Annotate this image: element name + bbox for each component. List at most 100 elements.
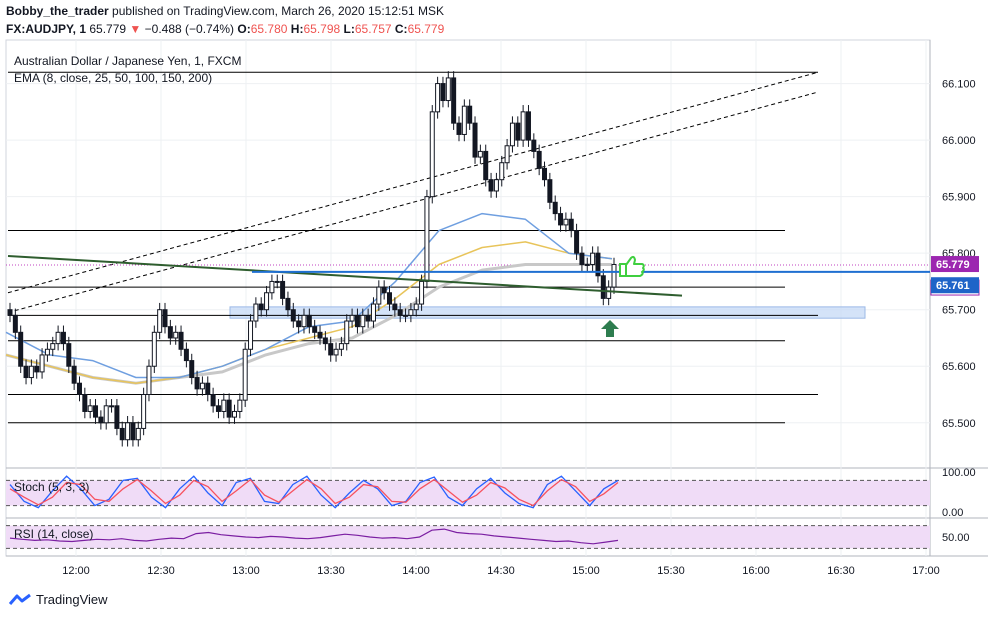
candle-up [269, 280, 275, 294]
candle-down [456, 122, 462, 135]
close-value: 65.779 [407, 22, 445, 36]
candle-down [547, 179, 553, 203]
candle-down [515, 122, 521, 141]
candle-up [403, 314, 409, 317]
up-arrow-icon [601, 320, 619, 337]
candle-up [221, 399, 227, 412]
candle-down [525, 111, 531, 141]
candle-down [312, 326, 318, 333]
candle-up [50, 343, 56, 350]
x-tick-label: 13:30 [317, 565, 345, 577]
candle-down [162, 309, 168, 328]
candle-down [392, 303, 398, 311]
candle-up [429, 111, 435, 198]
low-value: 65.757 [354, 22, 392, 36]
candle-down [76, 382, 82, 396]
candle-down [440, 83, 446, 102]
candle-up [109, 405, 115, 408]
candle-down [189, 360, 195, 379]
candle-down [34, 365, 40, 373]
candle-up [44, 348, 50, 356]
candle-up [349, 314, 355, 322]
candle-up [157, 309, 163, 333]
candle-down [280, 280, 286, 299]
tradingview-logo[interactable]: TradingView [8, 592, 108, 607]
candle-up [606, 286, 612, 299]
instrument-legend: Australian Dollar / Japanese Yen, 1, FXC… [14, 54, 242, 68]
candle-up [199, 382, 205, 390]
candle-down [258, 303, 264, 311]
candle-down [381, 286, 387, 294]
x-tick-label: 12:30 [147, 565, 175, 577]
stoch-band-fill [6, 480, 930, 506]
change-label: −0.488 (−0.74%) [144, 22, 235, 36]
publish-line: Bobby_the_trader published on TradingVie… [6, 4, 444, 18]
candle-down [568, 218, 574, 232]
candle-up [435, 83, 441, 113]
stoch-legend: Stoch (5, 3, 3) [14, 480, 90, 494]
candle-down [483, 150, 489, 181]
x-tick-label: 12:00 [62, 565, 90, 577]
open-value: 65.780 [250, 22, 288, 36]
candle-up [39, 354, 45, 373]
candle-up [504, 145, 510, 164]
candle-up [408, 309, 414, 316]
high-label: H: [290, 22, 304, 36]
candle-up [370, 303, 376, 322]
candle-down [387, 292, 393, 305]
down-triangle-icon: ▼ [129, 22, 142, 36]
candle-down [194, 377, 200, 390]
x-tick-label: 16:30 [827, 565, 855, 577]
symbol-label: FX:AUDJPY, 1 [6, 22, 87, 36]
candle-down [317, 331, 323, 339]
publish-info: published on TradingView.com, March 26, … [112, 4, 445, 18]
ema-legend: EMA (8, close, 25, 50, 100, 150, 200) [14, 71, 213, 85]
candle-down [290, 309, 296, 322]
x-tick-label: 14:30 [487, 565, 515, 577]
candle-up [248, 320, 254, 350]
last-price-tag: 65.779 [936, 259, 970, 271]
candle-up [360, 314, 366, 328]
candle-up [376, 286, 382, 305]
candle-up [333, 348, 339, 356]
candle-up [237, 399, 243, 412]
candle-down [226, 399, 232, 418]
trendline [7, 255, 683, 297]
candle-up [445, 77, 451, 102]
candle-down [558, 213, 564, 226]
candle-down [93, 405, 99, 418]
candle-down [130, 422, 136, 441]
stoch-tick-label: 0.00 [942, 507, 963, 519]
x-tick-label: 14:00 [402, 565, 430, 577]
x-tick-label: 16:00 [742, 565, 770, 577]
candle-down [82, 394, 88, 412]
candle-down [467, 105, 473, 124]
candle-up [338, 343, 344, 350]
x-tick-label: 15:30 [657, 565, 685, 577]
candle-down [210, 394, 216, 407]
support-zone [229, 306, 866, 319]
rsi-legend: RSI (14, close) [14, 527, 94, 541]
thumbs-up-icon [619, 255, 645, 277]
candle-down [18, 331, 24, 367]
last-price-tag-bg [931, 256, 979, 273]
candle-down [178, 331, 184, 350]
high-value: 65.798 [303, 22, 341, 36]
x-tick-label: 17:00 [912, 565, 940, 577]
candle-up [87, 405, 93, 412]
candle-up [103, 405, 109, 424]
author-name[interactable]: Bobby_the_trader [6, 4, 109, 18]
candle-up [520, 111, 526, 141]
candle-down [167, 326, 173, 339]
y-tick-label: 65.700 [942, 305, 976, 317]
candle-down [12, 314, 18, 333]
candle-down [7, 309, 13, 316]
candle-up [477, 150, 483, 158]
close-label: C: [394, 22, 408, 36]
candle-down [328, 343, 334, 356]
level-price-tag: 65.761 [936, 280, 970, 292]
candle-up [413, 303, 419, 311]
ema-line [5, 241, 613, 384]
candle-up [301, 314, 307, 328]
